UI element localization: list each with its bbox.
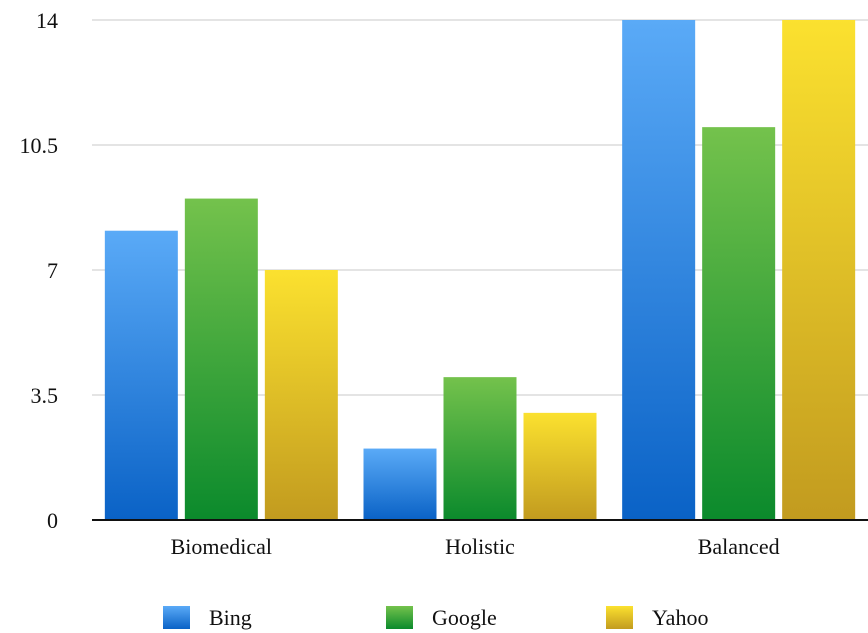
legend-label: Google <box>432 605 497 630</box>
y-tick-label: 0 <box>47 508 58 533</box>
bar-bing-balanced <box>622 20 696 520</box>
bar-yahoo-biomedical <box>264 270 338 520</box>
category-label: Holistic <box>445 534 515 559</box>
category-label: Biomedical <box>171 534 272 559</box>
y-tick-label: 3.5 <box>31 383 59 408</box>
legend-swatch-google <box>386 606 413 629</box>
bar-google-holistic <box>443 377 517 520</box>
bar-yahoo-balanced <box>782 20 856 520</box>
bar-bing-holistic <box>363 448 437 520</box>
legend-label: Bing <box>209 605 252 630</box>
bar-bing-biomedical <box>104 230 178 520</box>
y-tick-labels: 0 3.5 7 10.5 14 <box>20 8 59 533</box>
y-tick-label: 7 <box>47 258 58 283</box>
bar-yahoo-holistic <box>523 412 597 520</box>
bar-google-biomedical <box>184 198 258 521</box>
legend: Bing Google Yahoo <box>163 605 708 630</box>
y-tick-label: 10.5 <box>20 133 59 158</box>
bar-google-balanced <box>702 127 776 521</box>
category-label: Balanced <box>698 534 780 559</box>
bars <box>104 20 856 521</box>
y-tick-label: 14 <box>36 8 58 33</box>
legend-swatch-yahoo <box>606 606 633 629</box>
legend-swatch-bing <box>163 606 190 629</box>
category-labels: Biomedical Holistic Balanced <box>171 534 780 559</box>
legend-label: Yahoo <box>652 605 708 630</box>
